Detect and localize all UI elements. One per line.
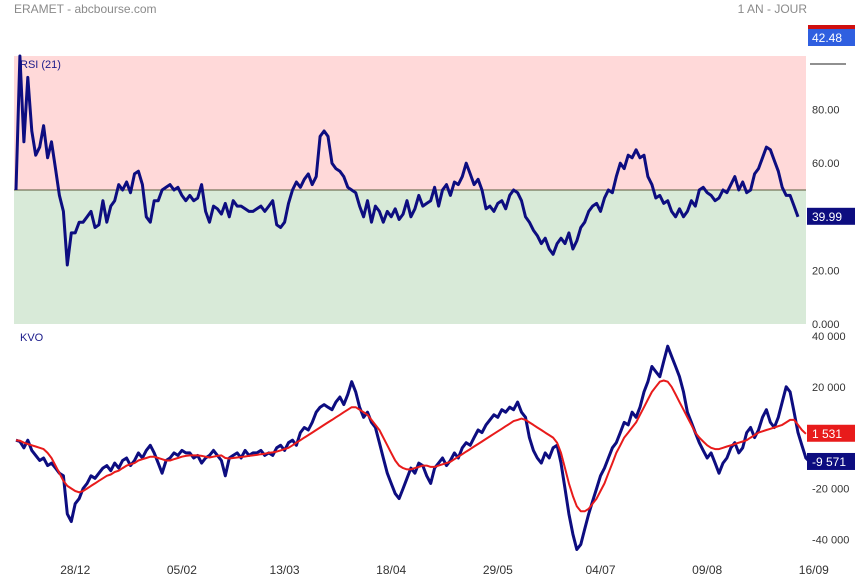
period-label: 1 AN - JOUR xyxy=(737,2,807,16)
rsi-y-tick-label: 20.00 xyxy=(812,265,840,277)
rsi-y-tick-label: 60.00 xyxy=(812,158,840,170)
kvo-signal-line xyxy=(15,379,807,513)
x-tick-label: 04/07 xyxy=(586,563,616,577)
kvo-signal-last-value: 1 531 xyxy=(812,427,842,441)
kvo-y-tick-label: -20 000 xyxy=(812,483,849,495)
kvo-y-tick-label: 20 000 xyxy=(812,382,846,394)
chart-title: ERAMET - abcbourse.com xyxy=(14,2,157,16)
kvo-y-tick-label: -40 000 xyxy=(812,534,849,546)
kvo-last-value-box xyxy=(807,452,855,470)
rsi-overbought-zone xyxy=(14,56,806,190)
x-tick-label: 13/03 xyxy=(270,563,300,577)
price-badge-top-bar xyxy=(808,25,855,29)
kvo-y-tick-label: 40 000 xyxy=(812,331,846,343)
x-tick-label: 29/05 xyxy=(483,563,513,577)
x-tick-label: 09/08 xyxy=(692,563,722,577)
price-badge xyxy=(808,29,855,46)
rsi-y-tick-label: 80.00 xyxy=(812,105,840,117)
rsi-panel-title: RSI (21) xyxy=(20,59,61,71)
rsi-y-tick-label: 0.000 xyxy=(812,319,840,331)
kvo-signal-last-value-box xyxy=(807,424,855,442)
x-tick-label: 05/02 xyxy=(167,563,197,577)
rsi-series-line xyxy=(14,54,800,267)
x-tick-label: 28/12 xyxy=(60,563,90,577)
x-tick-label: 18/04 xyxy=(376,563,406,577)
x-tick-label: 16/09 xyxy=(799,563,829,577)
kvo-series-line xyxy=(15,344,811,551)
rsi-last-value-box xyxy=(807,207,855,225)
rsi-last-value: 39.99 xyxy=(812,210,842,224)
price-badge-value: 42.48 xyxy=(812,31,842,45)
kvo-panel-title: KVO xyxy=(20,332,44,344)
kvo-last-value: -9 571 xyxy=(812,455,846,469)
